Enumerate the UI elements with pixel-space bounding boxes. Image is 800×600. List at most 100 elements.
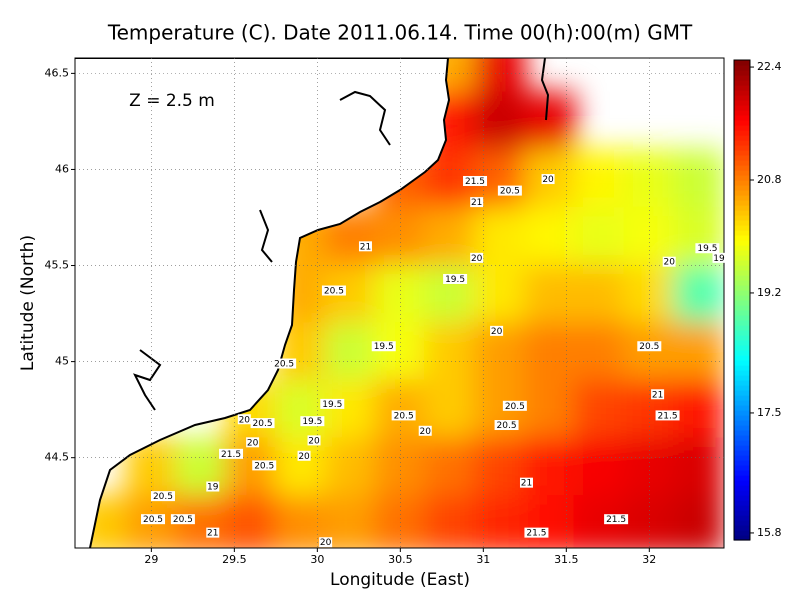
temperature-cell: [523, 379, 576, 440]
contour-label-box: [695, 243, 720, 254]
colorbar-step: [734, 535, 750, 541]
temperature-cell: [474, 437, 526, 498]
temperature-cell: [225, 495, 277, 548]
contour-label: 20.5: [505, 402, 525, 412]
colorbar-step: [734, 180, 750, 186]
contour-label-box: [524, 527, 549, 538]
contour-label-box: [300, 416, 325, 427]
y-tick-label: 44.5: [45, 451, 70, 464]
contour-label-box: [418, 425, 432, 436]
colorbar-step: [734, 270, 750, 276]
colorbar-step: [734, 225, 750, 231]
contour-label-box: [141, 514, 166, 525]
colorbar-step: [734, 205, 750, 211]
temperature-cell: [673, 264, 724, 325]
temperature-cell: [324, 437, 377, 498]
contour-label-box: [206, 527, 220, 538]
colorbar-step: [734, 165, 750, 171]
colorbar-step: [734, 60, 750, 66]
x-tick-label: 30: [310, 553, 324, 566]
colorbar-step: [734, 480, 750, 486]
colorbar-step: [734, 185, 750, 191]
y-axis-label: Latitude (North): [18, 235, 38, 371]
contour-label-box: [170, 514, 195, 525]
temperature-cell: [673, 495, 724, 548]
temperature-cell: [573, 206, 626, 267]
contour-label-box: [655, 410, 680, 421]
coastline: [75, 58, 550, 548]
colorbar-step: [734, 75, 750, 81]
colorbar-step: [734, 95, 750, 101]
colorbar-step: [734, 80, 750, 86]
land: [75, 58, 449, 548]
contour-label: 19.5: [697, 244, 717, 254]
temperature-cell: [523, 322, 576, 382]
contour-label: 20: [308, 436, 320, 446]
colorbar-step: [734, 290, 750, 296]
contour-label: 20.5: [500, 187, 520, 197]
colorbar-step: [734, 510, 750, 516]
x-tick-label: 30.5: [388, 553, 413, 566]
contour-label-box: [252, 460, 277, 471]
temperature-cell: [673, 149, 724, 209]
contour-label-box: [371, 341, 396, 352]
contour-label: 20.5: [254, 461, 274, 471]
temperature-cell: [175, 437, 228, 498]
colorbar-step: [734, 315, 750, 321]
colorbar-step: [734, 345, 750, 351]
contour-label-box: [662, 256, 676, 267]
colorbar-step: [734, 420, 750, 426]
colorbar-step: [734, 320, 750, 326]
colorbar-tick-label: 22.4: [757, 60, 782, 73]
temperature-cell: [324, 379, 377, 440]
contour-label: 20.5: [639, 342, 659, 352]
contour-label: 21.5: [526, 529, 546, 539]
contour-label: 21.5: [658, 411, 678, 421]
colorbar-step: [734, 90, 750, 96]
contour-label-box: [237, 414, 251, 425]
colorbar-step: [734, 390, 750, 396]
temperature-cell: [474, 495, 526, 548]
colorbar-step: [734, 435, 750, 441]
coast: [75, 58, 451, 548]
y-tick-label: 46.5: [45, 66, 70, 79]
colorbar-step: [734, 350, 750, 356]
contour-label-box: [319, 537, 333, 548]
temperature-cell: [523, 495, 576, 548]
colorbar-step: [734, 160, 750, 166]
contour-label-box: [494, 420, 519, 431]
contour-label: 19.5: [322, 400, 342, 410]
temperature-cell: [274, 437, 327, 498]
contour-label-box: [358, 241, 372, 252]
temperature-cell: [324, 322, 377, 382]
contour-label-box: [604, 514, 629, 525]
temperature-cell: [523, 91, 576, 152]
temperature-cell: [274, 495, 327, 548]
contour-label: 20.5: [274, 360, 294, 370]
temperature-cell: [424, 206, 477, 267]
temperature-cell: [673, 322, 724, 382]
y-tick-label: 46: [55, 162, 69, 175]
colorbar-step: [734, 200, 750, 206]
temperature-cell: [673, 437, 724, 498]
contour-label-box: [502, 400, 527, 411]
contour-label: 20.5: [143, 515, 163, 525]
colorbar-step: [734, 395, 750, 401]
x-tick-label: 29.5: [222, 553, 247, 566]
y-tick-label: 45: [55, 355, 69, 368]
temperature-cell: [424, 495, 477, 548]
contour-label-box: [490, 325, 504, 336]
colorbar-step: [734, 280, 750, 286]
colorbar-step: [734, 190, 750, 196]
contour-label: 21: [521, 479, 532, 489]
contour-label: 21.5: [465, 177, 485, 187]
contour-label: 20: [542, 175, 554, 185]
colorbar-step: [734, 520, 750, 526]
colorbar-step: [734, 230, 750, 236]
colorbar-step: [734, 245, 750, 251]
x-tick-label: 29: [144, 553, 158, 566]
colorbar-step: [734, 445, 750, 451]
contour-label: 21.5: [221, 450, 241, 460]
contour-label-box: [391, 410, 416, 421]
colorbar-step: [734, 340, 750, 346]
